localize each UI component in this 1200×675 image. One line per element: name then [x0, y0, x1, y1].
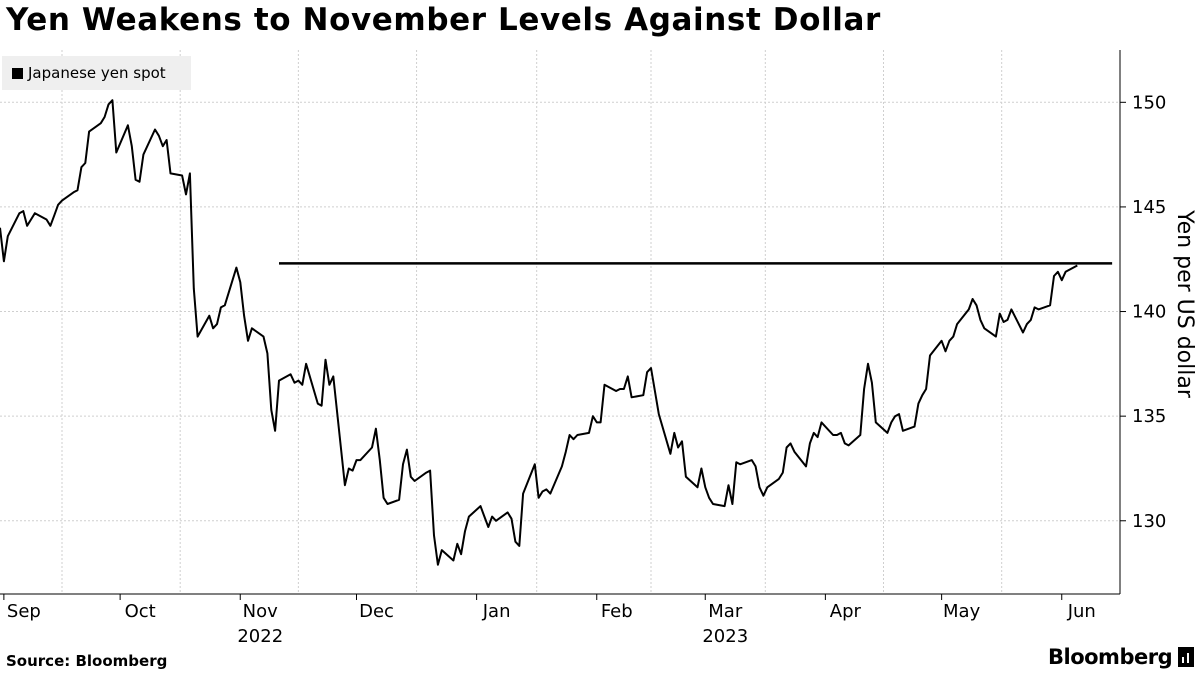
- legend-swatch: [12, 67, 23, 79]
- series-line: [0, 99, 1078, 566]
- x-tick-label: Nov: [243, 601, 278, 622]
- source-note: Source: Bloomberg: [6, 652, 168, 670]
- y-tick-label: 135: [1132, 406, 1166, 427]
- x-year-label: 2023: [702, 626, 748, 647]
- axes: [0, 50, 1126, 600]
- x-tick-label: Feb: [601, 601, 633, 622]
- x-tick-label: May: [943, 601, 981, 622]
- legend-label: Japanese yen spot: [28, 64, 166, 82]
- y-tick-label: 145: [1132, 197, 1166, 218]
- x-tick-label: Jun: [1067, 601, 1096, 622]
- y-tick-label: 130: [1132, 511, 1166, 532]
- series-group: [0, 99, 1078, 566]
- x-tick-label: Mar: [708, 601, 743, 622]
- x-tick-label: Oct: [125, 601, 156, 622]
- y-tick-label: 150: [1132, 92, 1166, 113]
- x-tick-label: Apr: [830, 601, 862, 622]
- axis-labels: Sep Oct Nov Dec Jan Feb Mar Apr May Jun 2022 2023 13…: [7, 92, 1197, 647]
- bloomberg-icon: [1178, 647, 1195, 667]
- x-tick-label: Dec: [359, 601, 394, 622]
- chart-title: Yen Weakens to November Levels Against D…: [6, 2, 881, 38]
- x-tick-label: Jan: [482, 601, 511, 622]
- y-axis-title: Yen per US dollar: [1172, 209, 1197, 399]
- x-year-label: 2022: [237, 626, 283, 647]
- brand-logo: Bloomberg: [1048, 645, 1195, 669]
- legend: Japanese yen spot: [2, 56, 191, 90]
- brand-name: Bloomberg: [1048, 645, 1173, 669]
- grid: [0, 50, 1120, 594]
- y-tick-label: 140: [1132, 302, 1166, 323]
- x-tick-label: Sep: [7, 601, 41, 622]
